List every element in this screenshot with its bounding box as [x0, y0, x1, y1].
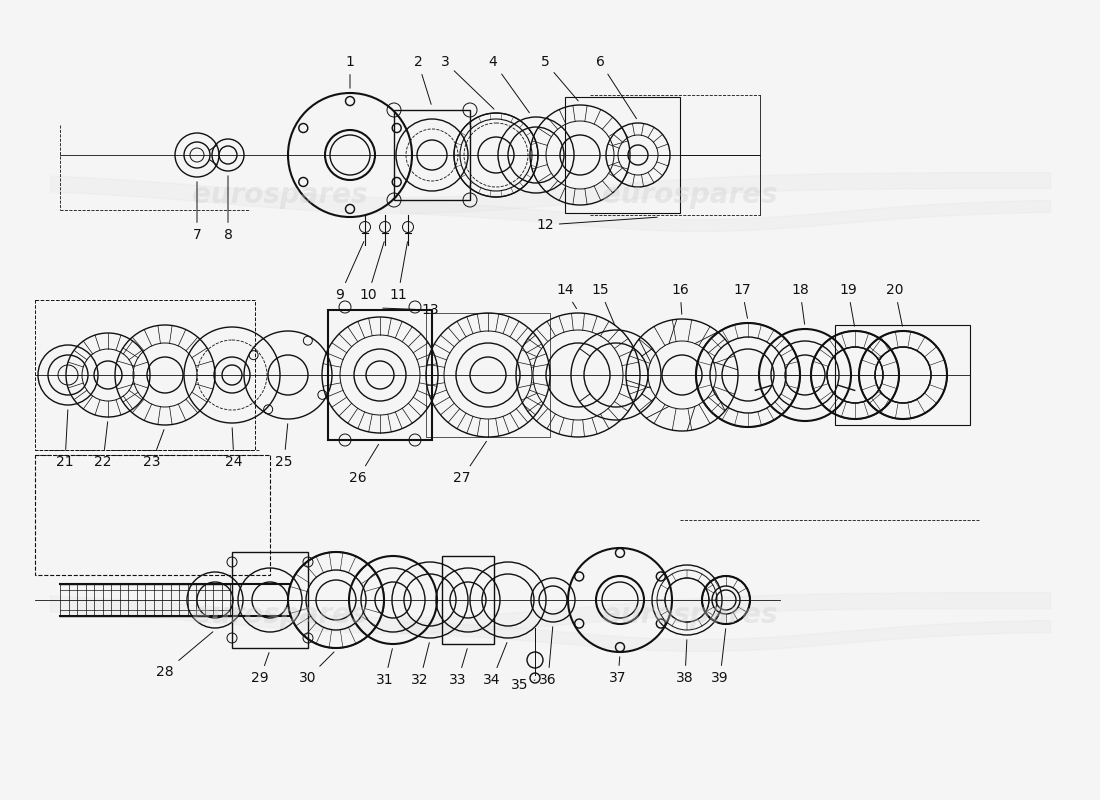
- Bar: [35, 300, 255, 450]
- Text: 14: 14: [557, 283, 576, 309]
- Text: 25: 25: [275, 424, 293, 469]
- Text: 31: 31: [376, 649, 394, 687]
- Text: 35: 35: [512, 678, 535, 692]
- Bar: [835, 325, 970, 425]
- Text: 1: 1: [345, 55, 354, 88]
- Text: 24: 24: [226, 428, 243, 469]
- Text: 33: 33: [449, 649, 468, 687]
- Text: 15: 15: [591, 283, 615, 326]
- Text: 27: 27: [453, 442, 486, 485]
- Text: eurospares: eurospares: [603, 601, 778, 629]
- Text: 34: 34: [483, 642, 507, 687]
- Text: 29: 29: [251, 653, 270, 685]
- Text: 20: 20: [887, 283, 904, 326]
- Text: 26: 26: [349, 444, 378, 485]
- Text: 12: 12: [536, 217, 657, 232]
- Text: 37: 37: [609, 657, 627, 685]
- Bar: [328, 310, 432, 440]
- Text: 6: 6: [595, 55, 637, 118]
- Text: eurospares: eurospares: [603, 181, 778, 209]
- Text: 19: 19: [839, 283, 857, 326]
- Text: 11: 11: [389, 242, 407, 302]
- Text: 38: 38: [676, 640, 694, 685]
- Text: 23: 23: [143, 430, 164, 469]
- Text: 10: 10: [360, 242, 384, 302]
- Bar: [35, 455, 270, 575]
- Text: 13: 13: [383, 303, 439, 317]
- Text: 36: 36: [539, 626, 557, 687]
- Text: 4: 4: [488, 55, 529, 113]
- Text: 5: 5: [540, 55, 579, 101]
- Text: 17: 17: [734, 283, 751, 318]
- Bar: [394, 110, 470, 200]
- Text: 18: 18: [791, 283, 808, 324]
- Text: 2: 2: [414, 55, 431, 104]
- Text: 16: 16: [671, 283, 689, 314]
- Bar: [442, 556, 494, 644]
- Text: 30: 30: [299, 652, 334, 685]
- Text: eurospares: eurospares: [192, 601, 367, 629]
- Bar: [565, 97, 680, 213]
- Text: 39: 39: [712, 629, 729, 685]
- Text: 21: 21: [56, 410, 74, 469]
- Text: 32: 32: [411, 642, 429, 687]
- Text: 7: 7: [192, 182, 201, 242]
- Text: 22: 22: [95, 422, 112, 469]
- Bar: [232, 552, 308, 648]
- Text: 8: 8: [223, 176, 232, 242]
- Text: eurospares: eurospares: [192, 181, 367, 209]
- Bar: [426, 313, 550, 437]
- Text: 3: 3: [441, 55, 494, 109]
- Text: 9: 9: [336, 242, 364, 302]
- Text: 28: 28: [156, 632, 213, 679]
